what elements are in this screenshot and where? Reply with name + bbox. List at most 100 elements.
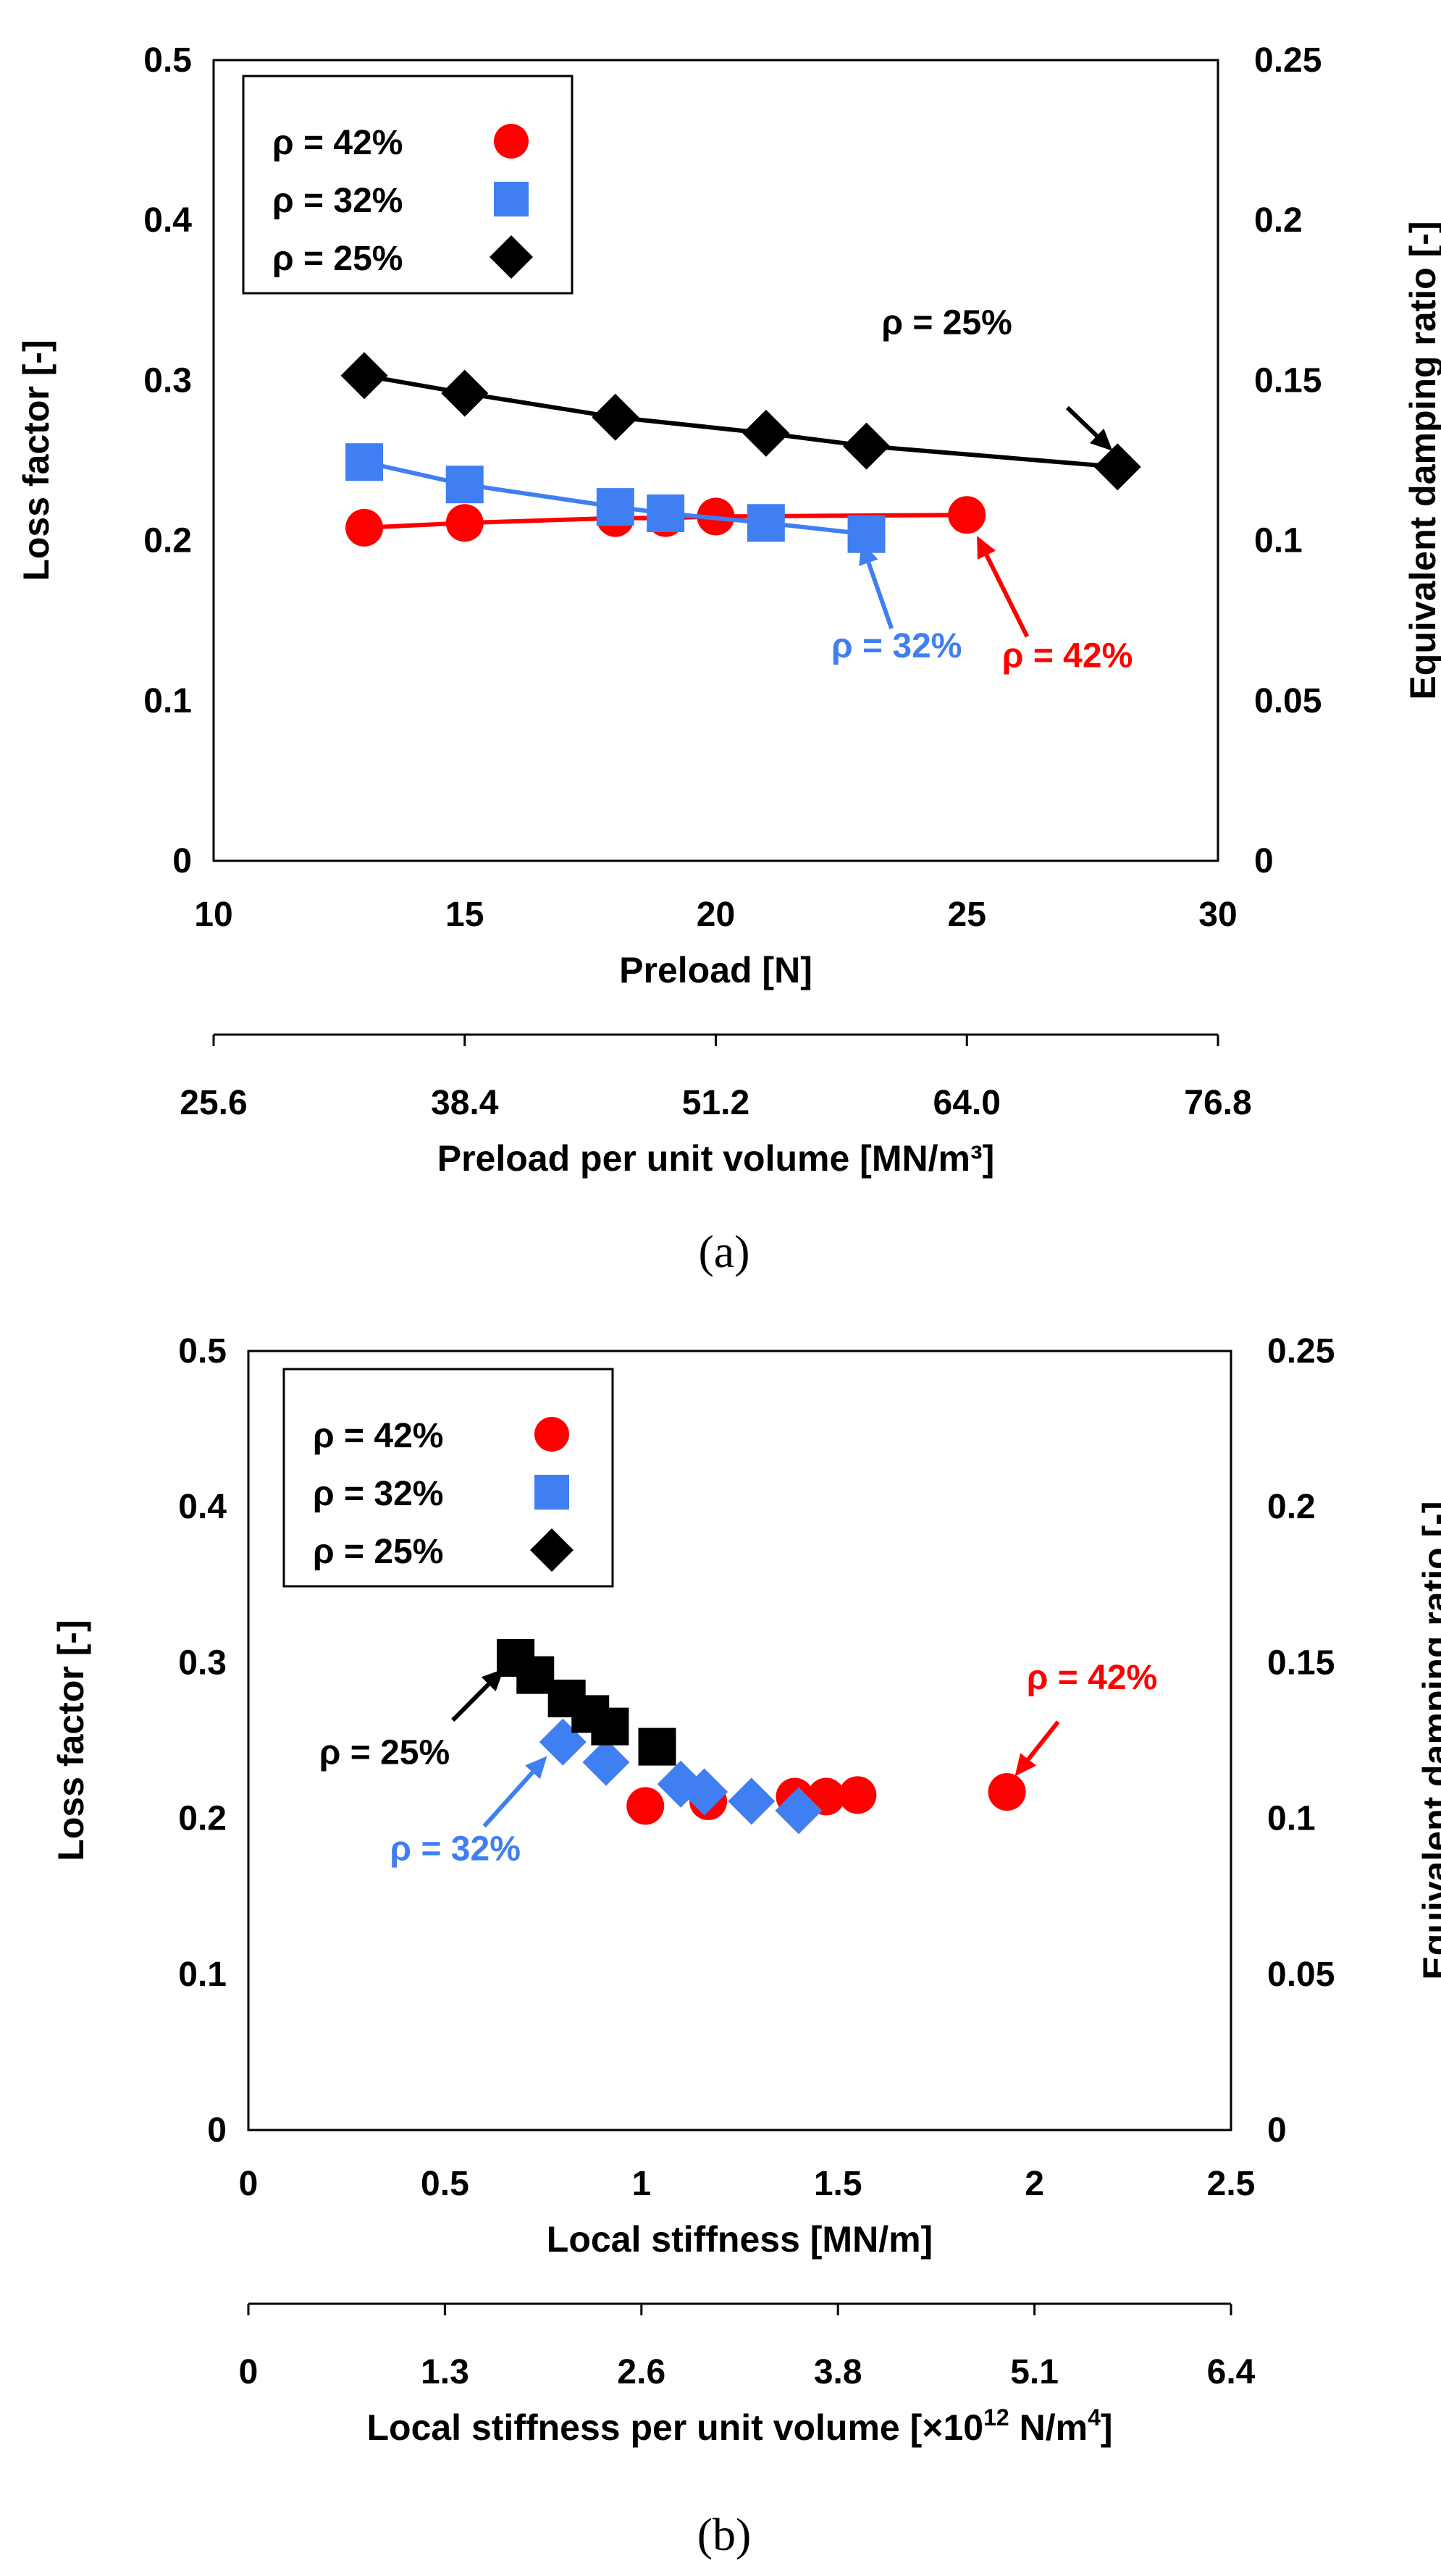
y2-tick-label: 0.2 [1267,1488,1316,1526]
data-point [647,494,685,532]
y-tick-label: 0.4 [143,201,192,240]
y2-tick-label: 0.15 [1254,361,1322,400]
y2-tick-label: 0.2 [1254,201,1303,240]
x2-tick-label: 5.1 [1010,2353,1059,2391]
legend-marker [490,235,533,279]
y2-axis-title: Equivalent damping ratio [-] [1416,1501,1441,1979]
y2-tick-label: 0.1 [1267,1800,1316,1838]
y2-tick-label: 0.25 [1267,1332,1335,1371]
y-tick-label: 0.1 [178,1956,227,1994]
plot-area [212,59,1219,862]
panel-caption: (a) [698,1226,749,1277]
y-tick-label: 0 [172,842,192,880]
legend-marker [534,1417,569,1452]
x2-tick-label: 1.3 [421,2353,469,2391]
data-point [948,496,986,534]
x2-tick-label: 3.8 [814,2353,862,2391]
annotation-label: ρ = 32% [390,1830,520,1869]
series-2 [340,352,1141,491]
chart-panel-b: 0 0.1 0.2 0.3 0.4 0.5 0 0.05 0.1 0.15 0.2 0.25 0 0.5 1… [51,1332,1441,2560]
annotation-label: ρ = 32% [831,627,962,665]
annotation-label: ρ = 25% [319,1733,450,1772]
annotation-arrow [451,1669,504,1722]
data-point [445,466,484,504]
x2-axis-title: Local stiffness per unit volume [×1012 N… [366,2404,1112,2448]
x2-axis-title-part: Preload per unit volume [MN/m³] [437,1138,995,1179]
y2-tick-label: 0.25 [1254,41,1322,80]
data-point [596,488,634,526]
secondary-x-axis: 0 1.3 2.6 3.8 5.1 6.4 Local stiffness per unit… [239,2302,1256,2448]
data-point [592,393,639,441]
data-point [582,1738,630,1786]
x2-axis-title-superscript: 12 [983,2404,1009,2430]
y2-tick-label: 0 [1254,842,1274,880]
legend-marker [494,182,529,216]
x-tick-label: 0 [239,2165,259,2203]
data-point [626,1787,665,1825]
series-1 [345,443,886,553]
x2-tick-label: 25.6 [180,1084,247,1122]
annotation-label: ρ = 42% [1027,1659,1157,1697]
data-point [441,369,489,417]
y-tick-label: 0.2 [143,522,192,560]
x-tick-label: 10 [194,896,232,934]
annotation: ρ = 42% [1014,1659,1157,1777]
y-tick-label: 0.1 [143,682,192,720]
series-1 [539,1718,823,1835]
annotation-arrow [1065,405,1113,451]
y-tick-label: 0.4 [178,1488,227,1526]
legend-marker [530,1528,574,1572]
x2-tick-label: 38.4 [431,1084,499,1122]
data-point [638,1727,676,1766]
data-point [839,1776,877,1814]
data-point [516,1656,555,1694]
y2-tick-label: 0.1 [1254,522,1303,560]
x2-axis-title: Preload per unit volume [MN/m³] [437,1138,995,1179]
x2-tick-label: 2.6 [617,2353,665,2391]
y2-tick-label: 0.05 [1267,1956,1335,1994]
annotation-label: ρ = 25% [881,303,1012,342]
annotation-arrow [859,542,894,630]
x-tick-label: 25 [948,896,986,934]
data-point [843,422,891,470]
x-axis-title: Local stiffness [MN/m] [547,2219,933,2260]
data-point [445,504,484,542]
panel-caption: (b) [697,2509,752,2560]
annotation-arrow [482,1756,547,1828]
x-tick-label: 0.5 [421,2165,469,2203]
series-2 [497,1638,676,1766]
annotation: ρ = 32% [831,542,962,665]
plot-area [247,1350,1232,2131]
legend-label: ρ = 32% [313,1475,443,1513]
x-tick-label: 2.5 [1207,2165,1256,2203]
data-point [747,504,785,542]
legend-marker [534,1475,569,1510]
data-point [681,1768,728,1816]
x2-tick-label: 64.0 [933,1084,1001,1122]
data-point [1093,443,1141,491]
data-point [345,508,384,547]
secondary-x-axis: 25.6 38.4 51.2 64.0 76.8 Preload per unit vol… [180,1033,1252,1179]
x2-axis-title-part: N/m [1009,2407,1088,2448]
legend-label: ρ = 42% [272,124,403,162]
legend-marker [494,124,529,159]
y2-tick-label: 0.05 [1254,682,1322,720]
x-tick-label: 2 [1025,2165,1044,2203]
data-point [340,352,388,400]
annotation: ρ = 42% [977,535,1133,675]
annotation-label: ρ = 42% [1002,636,1133,675]
x2-tick-label: 76.8 [1184,1084,1251,1122]
x-tick-label: 30 [1198,896,1237,934]
x2-axis-title-superscript: 4 [1088,2404,1101,2430]
y-axis-title: Loss factor [-] [16,340,56,581]
y2-axis-title: Equivalent damping ratio [-] [1403,221,1441,699]
y-tick-label: 0.2 [178,1800,227,1838]
data-point [847,515,886,553]
data-point [988,1773,1026,1811]
legend: ρ = 42% ρ = 32% ρ = 25% [282,1368,614,1588]
y-tick-label: 0.3 [178,1643,227,1682]
y-tick-label: 0.5 [178,1332,227,1371]
x-axis-title: Preload [N] [619,950,812,990]
y2-tick-label: 0.15 [1267,1643,1335,1682]
x2-tick-label: 6.4 [1207,2353,1256,2391]
